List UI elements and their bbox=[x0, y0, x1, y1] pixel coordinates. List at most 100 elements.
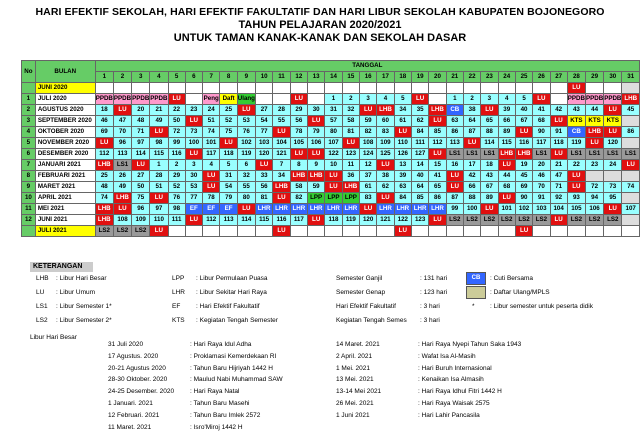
day-cell: 97 bbox=[131, 137, 151, 149]
month-label: APRIL 2021 bbox=[34, 192, 96, 204]
day-cell bbox=[462, 225, 482, 237]
day-cell bbox=[254, 93, 274, 105]
day-cell: LU bbox=[445, 181, 464, 193]
day-cell: LU bbox=[272, 192, 291, 204]
day-cell: 106 bbox=[306, 137, 326, 149]
title-block: HARI EFEKTIF SEKOLAH, HARI EFEKTIF FAKUL… bbox=[0, 6, 640, 45]
holiday-date: 24-25 Desember. 2020 bbox=[108, 388, 175, 396]
day-cell: LU bbox=[236, 203, 256, 215]
day-cell bbox=[603, 82, 623, 94]
day-cell: 116 bbox=[272, 214, 291, 226]
day-cell: PPDB bbox=[94, 93, 114, 105]
month-label: JULI 2021 bbox=[34, 225, 96, 237]
day-cell: LU bbox=[324, 181, 343, 193]
day-cell: LU bbox=[272, 225, 291, 237]
row-number: 8 bbox=[21, 170, 36, 182]
day-cell: 112 bbox=[201, 214, 221, 226]
day-cell: 1 bbox=[445, 93, 464, 105]
day-cell: 108 bbox=[359, 137, 378, 149]
day-cell: 52 bbox=[219, 115, 238, 127]
day-cell: 115 bbox=[149, 148, 169, 160]
day-cell: LU bbox=[94, 137, 114, 149]
day-cell: 77 bbox=[254, 126, 274, 138]
day-cell: 4 bbox=[497, 93, 516, 105]
day-cell: LS1 bbox=[566, 148, 586, 160]
day-cell: 98 bbox=[167, 203, 186, 215]
day-cell: 70 bbox=[112, 126, 133, 138]
day-cell: 107 bbox=[621, 203, 640, 215]
day-cell: 81 bbox=[254, 192, 274, 204]
day-header: 4 bbox=[149, 71, 169, 83]
day-cell: 34 bbox=[272, 170, 291, 182]
day-cell: 54 bbox=[219, 181, 238, 193]
day-cell bbox=[149, 82, 169, 94]
day-cell bbox=[497, 225, 516, 237]
day-cell bbox=[236, 225, 256, 237]
day-cell: 50 bbox=[131, 181, 151, 193]
day-cell: 23 bbox=[584, 159, 605, 171]
day-cell: LS1 bbox=[603, 148, 623, 160]
day-cell: 58 bbox=[289, 181, 309, 193]
day-cell: 12 bbox=[359, 159, 378, 171]
day-cell bbox=[462, 82, 482, 94]
day-cell: 3 bbox=[359, 93, 378, 105]
day-cell: EF bbox=[201, 203, 221, 215]
day-cell bbox=[167, 225, 186, 237]
day-cell: 73 bbox=[603, 181, 623, 193]
day-cell: 78 bbox=[289, 126, 309, 138]
day-cell: 114 bbox=[236, 214, 256, 226]
day-cell bbox=[201, 82, 221, 94]
day-cell bbox=[410, 82, 430, 94]
month-label: JULI 2020 bbox=[34, 93, 96, 105]
holiday-name: : Hari Raya Natal bbox=[190, 388, 240, 396]
day-cell: LS2 bbox=[603, 214, 623, 226]
day-cell: 74 bbox=[94, 192, 114, 204]
day-header: 10 bbox=[254, 71, 274, 83]
month-label: MEI 2021 bbox=[34, 203, 96, 215]
day-cell: 6 bbox=[236, 159, 256, 171]
day-header: 26 bbox=[532, 71, 551, 83]
month-row: 7 JANUARI 2021 LHB LS1 LU 1 2 3 4 5 6 LU 7 8 9 10 11 12 LU… bbox=[21, 159, 640, 171]
day-cell: 93 bbox=[566, 192, 586, 204]
holiday-date: 14 Maret. 2021 bbox=[336, 341, 380, 348]
day-cell bbox=[236, 82, 256, 94]
day-cell: 41 bbox=[428, 170, 447, 182]
day-cell: 118 bbox=[549, 137, 568, 149]
holiday-name: : Isro'Miroj 1442 H bbox=[190, 423, 243, 431]
day-header: 18 bbox=[393, 71, 412, 83]
day-cell: 116 bbox=[167, 148, 186, 160]
day-cell: 97 bbox=[149, 203, 169, 215]
day-cell: 18 bbox=[94, 104, 114, 116]
day-header: 23 bbox=[480, 71, 499, 83]
day-cell: 9 bbox=[306, 159, 326, 171]
day-cell: LU bbox=[131, 159, 151, 171]
month-row: 9 MARET 2021 48 49 50 51 52 53 LU 54 55 56 LHB 58 59 LU… bbox=[21, 181, 640, 193]
day-cell: 115 bbox=[254, 214, 274, 226]
row-number bbox=[21, 82, 36, 94]
day-cell: 63 bbox=[445, 115, 464, 127]
day-cell: 48 bbox=[131, 115, 151, 127]
day-cell: 118 bbox=[324, 214, 343, 226]
day-cell: 90 bbox=[532, 126, 551, 138]
day-cell: 59 bbox=[359, 115, 378, 127]
day-cell: LU bbox=[584, 137, 605, 149]
day-cell: 34 bbox=[393, 104, 412, 116]
legend-lu: LU: Libur Umum bbox=[36, 289, 96, 296]
day-cell bbox=[532, 225, 551, 237]
month-row: 12 JUNI 2021 LHB 108 109 110 111 LU 112 113 114 115… bbox=[21, 214, 640, 226]
day-cell: LS1 bbox=[112, 159, 133, 171]
holiday-name: : Hari Raya Idhul Fitri 1442 H bbox=[418, 388, 502, 396]
day-cell bbox=[94, 82, 114, 94]
day-cell: 68 bbox=[497, 181, 516, 193]
day-cell: 102 bbox=[236, 137, 256, 149]
day-cell: LHR bbox=[306, 203, 326, 215]
day-cell: LHR bbox=[324, 203, 343, 215]
day-cell: 80 bbox=[324, 126, 343, 138]
day-cell: 48 bbox=[94, 181, 114, 193]
month-row: 2 AGUSTUS 2020 18 LU 20 21 22 23 24 25 LU 27 28 29 30 3… bbox=[21, 104, 640, 116]
day-cell: EF bbox=[184, 203, 204, 215]
day-cell: LU bbox=[603, 203, 623, 215]
row-number: 1 bbox=[21, 93, 36, 105]
day-header: 2 bbox=[112, 71, 133, 83]
day-cell bbox=[621, 192, 640, 204]
